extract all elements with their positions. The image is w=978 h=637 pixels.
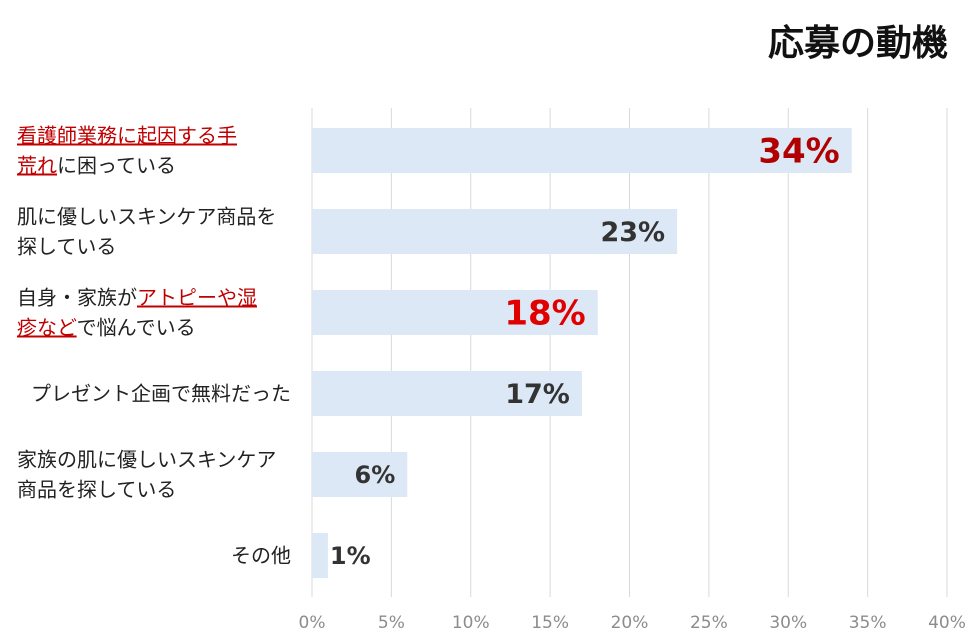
data-label: 34% (758, 132, 839, 172)
highlighted-text: 看護師業務に起因する手 (17, 124, 237, 148)
bar (312, 533, 328, 578)
category-text: その他 (231, 544, 291, 568)
category-text: 自身・家族が (17, 286, 137, 310)
category-text: に困っている (57, 154, 176, 178)
gridlines (311, 108, 948, 597)
data-label: 18% (504, 294, 585, 334)
x-tick-label: 40% (928, 613, 966, 633)
x-tick-label: 35% (849, 613, 887, 633)
category-text: 探している (17, 235, 116, 259)
x-tick-label: 25% (690, 613, 728, 633)
x-tick-label: 0% (299, 613, 326, 633)
bar (312, 452, 408, 497)
category-label: プレゼント企画で無料だった (31, 382, 291, 406)
chart-title: 応募の動機 (768, 23, 948, 64)
value-labels: 34% 23% 18% 17% 6% 1% (330, 132, 840, 570)
x-tick-label: 15% (531, 613, 569, 633)
category-label: 自身・家族がアトピーや湿疹などで悩んでいる (17, 286, 257, 340)
category-label: 肌に優しいスキンケア商品を探している (17, 205, 276, 259)
category-label: その他 (231, 544, 291, 568)
category-text: 家族の肌に優しいスキンケア (17, 448, 276, 472)
x-tick-label: 5% (378, 613, 405, 633)
highlighted-text: アトピーや湿 (137, 286, 257, 310)
data-label: 17% (505, 379, 570, 410)
x-tick-label: 30% (769, 613, 807, 633)
x-tick-label: 10% (452, 613, 490, 633)
highlighted-text: 疹など (17, 316, 77, 340)
data-label: 6% (355, 461, 396, 489)
bars (312, 128, 852, 578)
data-label: 1% (330, 542, 371, 570)
x-tick-label: 20% (611, 613, 649, 633)
data-label: 23% (600, 217, 665, 248)
bar (312, 209, 678, 254)
bar (312, 128, 852, 173)
category-text: 商品を探している (17, 478, 176, 502)
category-labels: 看護師業務に起因する手荒れに困っている肌に優しいスキンケア商品を探している自身・… (17, 124, 291, 568)
category-text: で悩んでいる (77, 316, 196, 340)
x-axis-ticks: 0% 5% 10% 15% 20% 25% 30% 35% 40% (299, 613, 966, 633)
category-text: 肌に優しいスキンケア商品を (17, 205, 276, 229)
category-label: 家族の肌に優しいスキンケア商品を探している (17, 448, 276, 502)
category-text: プレゼント企画で無料だった (31, 382, 291, 406)
category-label: 看護師業務に起因する手荒れに困っている (17, 124, 237, 178)
highlighted-text: 荒れ (17, 154, 57, 178)
bar (312, 290, 598, 335)
bar (312, 371, 582, 416)
